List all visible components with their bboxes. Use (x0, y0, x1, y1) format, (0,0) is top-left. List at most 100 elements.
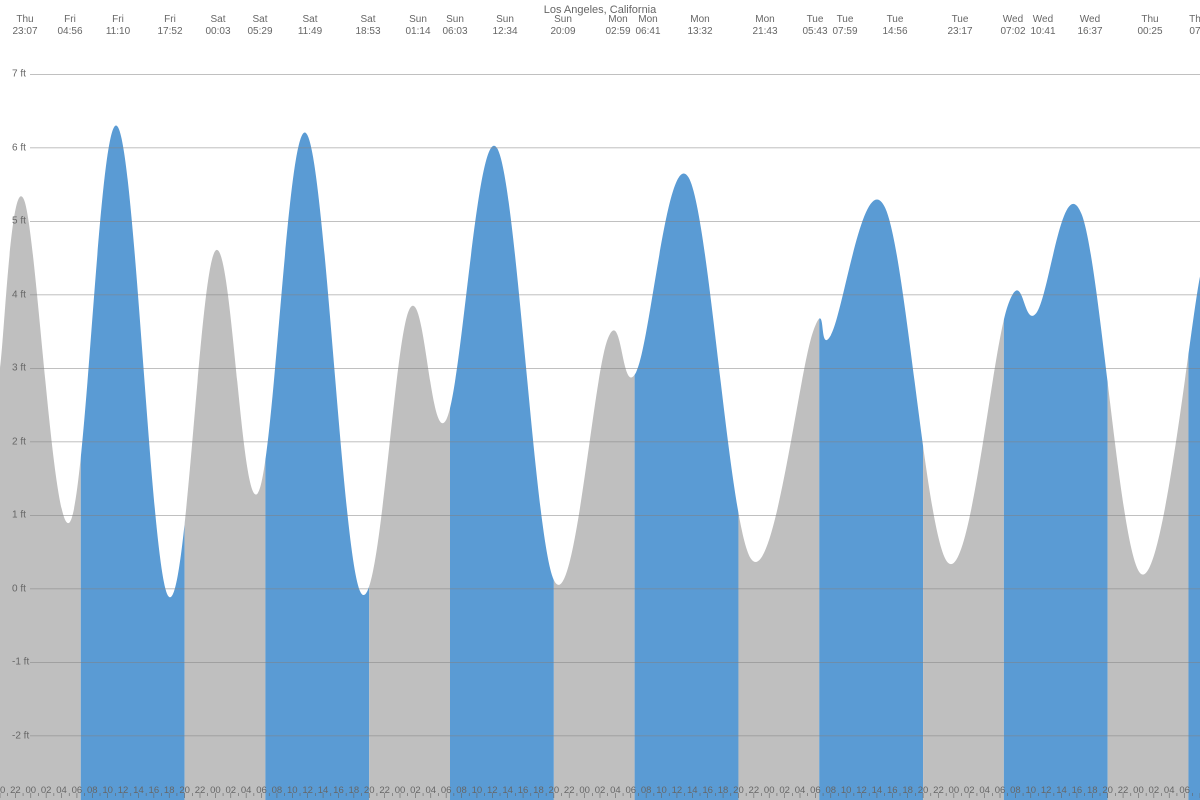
x-axis-label: 18 (349, 785, 360, 796)
x-axis-label: 00 (949, 785, 960, 796)
tide-time-label: Fri17:52 (157, 14, 182, 38)
tide-time-label: Sun20:09 (550, 14, 575, 38)
x-axis-label: 12 (856, 785, 867, 796)
tide-time-label: Th07 (1189, 14, 1200, 38)
x-axis-label: 14 (318, 785, 329, 796)
x-axis-label: 02 (41, 785, 52, 796)
x-axis-label: 04 (241, 785, 252, 796)
x-axis-label: 22 (749, 785, 760, 796)
tide-time-label: Wed07:02 (1000, 14, 1025, 38)
x-axis-label: 14 (502, 785, 513, 796)
x-axis-label: 00 (1133, 785, 1144, 796)
tide-time-label: Sat00:03 (205, 14, 230, 38)
x-axis-label: 16 (518, 785, 529, 796)
tide-time-label: Tue05:43 (802, 14, 827, 38)
x-axis-label: 12 (672, 785, 683, 796)
x-axis-label: 00 (210, 785, 221, 796)
tide-time-label: Mon06:41 (635, 14, 660, 38)
x-axis-label: 16 (333, 785, 344, 796)
x-axis-label: 02 (964, 785, 975, 796)
x-axis-label: 16 (887, 785, 898, 796)
x-axis-label: 06 (1179, 785, 1190, 796)
x-axis-label: 14 (1056, 785, 1067, 796)
x-axis-label: 02 (1149, 785, 1160, 796)
y-axis-label: 2 ft (12, 436, 26, 447)
x-axis-label: 20 (918, 785, 929, 796)
x-axis-label: 10 (287, 785, 298, 796)
y-axis-label: -2 ft (12, 730, 29, 741)
x-axis-label: 20 (1102, 785, 1113, 796)
x-axis-label: 16 (149, 785, 160, 796)
x-axis-label: 22 (564, 785, 575, 796)
x-axis-label: 20 (364, 785, 375, 796)
x-axis-label: 12 (118, 785, 129, 796)
x-axis-label: 04 (1164, 785, 1175, 796)
y-axis-label: 3 ft (12, 363, 26, 374)
tide-time-label: Wed10:41 (1030, 14, 1055, 38)
x-axis-label: 12 (487, 785, 498, 796)
x-axis-label: 10 (1025, 785, 1036, 796)
x-axis-label: 22 (195, 785, 206, 796)
x-axis-label: 20 (549, 785, 560, 796)
x-axis-label: 08 (456, 785, 467, 796)
tide-time-label: Mon21:43 (752, 14, 777, 38)
tide-time-label: Thu00:25 (1137, 14, 1162, 38)
x-axis-label: 02 (225, 785, 236, 796)
x-axis-label: 02 (779, 785, 790, 796)
y-axis-label: 7 ft (12, 69, 26, 80)
tide-time-label: Fri04:56 (57, 14, 82, 38)
x-axis-label: 22 (379, 785, 390, 796)
x-axis-label: 18 (533, 785, 544, 796)
x-axis-label: 06 (810, 785, 821, 796)
x-axis-label: 18 (718, 785, 729, 796)
x-axis-label: 02 (595, 785, 606, 796)
x-axis-label: 16 (702, 785, 713, 796)
x-axis-label: 08 (641, 785, 652, 796)
y-axis-label: 5 ft (12, 216, 26, 227)
x-axis-label: 00 (579, 785, 590, 796)
x-axis-label: 18 (1087, 785, 1098, 796)
tide-time-label: Wed16:37 (1077, 14, 1102, 38)
day-night-bands (0, 0, 1200, 800)
x-axis-label: 10 (472, 785, 483, 796)
x-axis-label: 12 (302, 785, 313, 796)
x-axis-label: 04 (610, 785, 621, 796)
x-axis-label: 14 (133, 785, 144, 796)
tide-time-label: Sat18:53 (355, 14, 380, 38)
y-axis-label: 4 ft (12, 289, 26, 300)
x-axis-label: 12 (1041, 785, 1052, 796)
x-axis-label: 20 (733, 785, 744, 796)
x-axis-label: 22 (10, 785, 21, 796)
x-axis-label: 16 (1072, 785, 1083, 796)
tide-time-label: Thu23:07 (12, 14, 37, 38)
tide-time-label: Sat11:49 (298, 14, 322, 38)
tide-time-label: Sun06:03 (442, 14, 467, 38)
x-axis-label: 14 (872, 785, 883, 796)
x-axis-label: 20 (0, 785, 5, 796)
x-axis-label: 04 (979, 785, 990, 796)
x-axis-label: 00 (764, 785, 775, 796)
x-axis-label: 06 (625, 785, 636, 796)
tide-time-label: Fri11:10 (106, 14, 130, 38)
x-axis-label: 02 (410, 785, 421, 796)
x-axis-label: 08 (1010, 785, 1021, 796)
y-axis-label: 1 ft (12, 510, 26, 521)
x-axis-label: 04 (56, 785, 67, 796)
x-axis-label: 08 (825, 785, 836, 796)
x-axis-label: 08 (272, 785, 283, 796)
tide-chart-svg (0, 0, 1200, 800)
tide-time-label: Mon13:32 (687, 14, 712, 38)
x-axis-label: 08 (87, 785, 98, 796)
tide-time-label: Sat05:29 (247, 14, 272, 38)
y-axis-label: 6 ft (12, 142, 26, 153)
x-axis-label: 06 (995, 785, 1006, 796)
x-axis-label: 20 (179, 785, 190, 796)
tide-time-label: Sun12:34 (492, 14, 517, 38)
tide-time-label: Mon02:59 (605, 14, 630, 38)
x-axis-label: 22 (933, 785, 944, 796)
x-axis-label: 04 (795, 785, 806, 796)
x-axis-label: 00 (395, 785, 406, 796)
tide-time-label: Tue07:59 (832, 14, 857, 38)
tide-time-label: Tue14:56 (882, 14, 907, 38)
tide-time-label: Sun01:14 (405, 14, 430, 38)
